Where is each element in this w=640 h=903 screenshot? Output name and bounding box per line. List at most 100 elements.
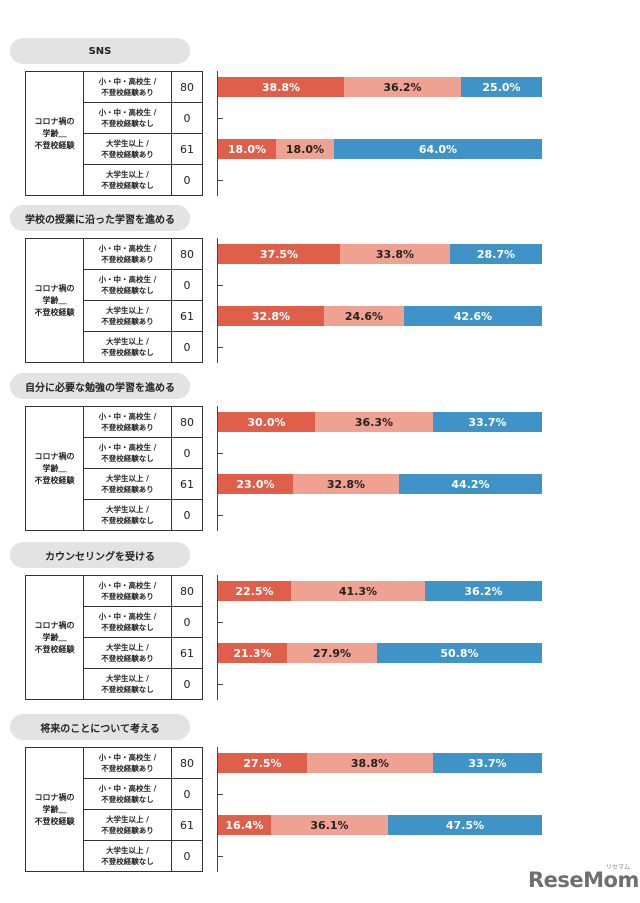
bar-segment: 38.8% <box>218 77 344 97</box>
row-count: 0 <box>172 668 203 700</box>
bar-segment: 64.0% <box>334 139 542 159</box>
row-count: 0 <box>172 102 203 134</box>
row-label: 大学生以上 / 不登校経験なし <box>84 668 172 700</box>
bar-segment: 41.3% <box>291 581 425 601</box>
row-label: 大学生以上 / 不登校経験あり <box>84 637 172 669</box>
bar-segment: 36.3% <box>315 412 433 432</box>
bar-segment: 36.2% <box>344 77 461 97</box>
empty-bar-tick <box>217 856 223 857</box>
bar-segment: 37.5% <box>218 244 340 264</box>
row-label: 小・中・高校生 / 不登校経験あり <box>84 747 172 779</box>
group-label: コロナ禍の 学齢＿ 不登校経験 <box>25 71 84 196</box>
row-label: 小・中・高校生 / 不登校経験なし <box>84 606 172 638</box>
row-count: 80 <box>172 406 203 438</box>
category-axis <box>217 406 218 531</box>
row-label: 小・中・高校生 / 不登校経験なし <box>84 437 172 469</box>
row-label: 小・中・高校生 / 不登校経験あり <box>84 406 172 438</box>
row-count: 0 <box>172 164 203 196</box>
bar-segment: 44.2% <box>399 474 542 494</box>
row-count: 61 <box>172 300 203 332</box>
bar-segment: 22.5% <box>218 581 291 601</box>
row-count: 0 <box>172 840 203 872</box>
chart-panel: SNS コロナ禍の 学齢＿ 不登校経験 小・中・高校生 / 不登校経験あり 80 38.… <box>0 38 640 208</box>
empty-bar-tick <box>217 347 223 348</box>
row-label: 大学生以上 / 不登校経験なし <box>84 499 172 531</box>
bar-segment: 27.5% <box>218 753 307 773</box>
bar-segment: 32.8% <box>293 474 399 494</box>
chart-panel: 学校の授業に沿った学習を進めるコロナ禍の 学齢＿ 不登校経験 小・中・高校生 / … <box>0 205 640 375</box>
bar-segment: 50.8% <box>377 643 542 663</box>
row-count: 0 <box>172 269 203 301</box>
group-label: コロナ禍の 学齢＿ 不登校経験 <box>25 747 84 872</box>
row-count: 61 <box>172 133 203 165</box>
bar-segment: 32.8% <box>218 306 324 326</box>
empty-bar-tick <box>217 622 223 623</box>
resemom-logo: ReseMom <box>528 868 639 892</box>
row-label: 大学生以上 / 不登校経験あり <box>84 809 172 841</box>
row-label: 大学生以上 / 不登校経験あり <box>84 300 172 332</box>
row-label: 大学生以上 / 不登校経験あり <box>84 133 172 165</box>
row-label: 小・中・高校生 / 不登校経験あり <box>84 575 172 607</box>
bar-segment: 42.6% <box>404 306 542 326</box>
bar-segment: 33.7% <box>433 753 542 773</box>
empty-bar-tick <box>217 794 223 795</box>
row-count: 61 <box>172 637 203 669</box>
row-label: 大学生以上 / 不登校経験なし <box>84 331 172 363</box>
category-axis <box>217 747 218 872</box>
resemom-logo-sub: リセマム <box>606 864 631 871</box>
bar-segment: 27.9% <box>287 643 377 663</box>
row-count: 80 <box>172 71 203 103</box>
row-count: 0 <box>172 437 203 469</box>
empty-bar-tick <box>217 453 223 454</box>
bar-segment: 16.4% <box>218 815 271 835</box>
empty-bar-tick <box>217 285 223 286</box>
chart-title: 将来のことについて考える <box>10 714 190 740</box>
row-count: 80 <box>172 747 203 779</box>
chart-panel: カウンセリングを受けるコロナ禍の 学齢＿ 不登校経験 小・中・高校生 / 不登校経… <box>0 542 640 712</box>
empty-bar-tick <box>217 515 223 516</box>
bar-segment: 28.7% <box>450 244 542 264</box>
chart-title: 学校の授業に沿った学習を進める <box>10 205 190 231</box>
bar-segment: 21.3% <box>218 643 287 663</box>
chart-panel: 将来のことについて考えるコロナ禍の 学齢＿ 不登校経験 小・中・高校生 / 不登校… <box>0 714 640 884</box>
row-label: 大学生以上 / 不登校経験なし <box>84 164 172 196</box>
row-label: 小・中・高校生 / 不登校経験なし <box>84 778 172 810</box>
bar-segment: 18.0% <box>276 139 334 159</box>
bar-segment: 36.1% <box>271 815 388 835</box>
chart-title: SNS <box>10 38 190 64</box>
bar-segment: 24.6% <box>324 306 404 326</box>
chart-panel: 自分に必要な勉強の学習を進めるコロナ禍の 学齢＿ 不登校経験 小・中・高校生 / … <box>0 373 640 543</box>
empty-bar-tick <box>217 684 223 685</box>
bar-segment: 47.5% <box>388 815 542 835</box>
row-count: 61 <box>172 809 203 841</box>
bar-segment: 18.0% <box>218 139 276 159</box>
row-label: 小・中・高校生 / 不登校経験あり <box>84 238 172 270</box>
group-label: コロナ禍の 学齢＿ 不登校経験 <box>25 238 84 363</box>
group-label: コロナ禍の 学齢＿ 不登校経験 <box>25 406 84 531</box>
bar-segment: 33.7% <box>433 412 542 432</box>
row-count: 0 <box>172 499 203 531</box>
bar-segment: 33.8% <box>340 244 450 264</box>
bar-segment: 36.2% <box>425 581 542 601</box>
bar-segment: 30.0% <box>218 412 315 432</box>
row-count: 80 <box>172 575 203 607</box>
empty-bar-tick <box>217 180 223 181</box>
chart-title: カウンセリングを受ける <box>10 542 190 568</box>
row-label: 大学生以上 / 不登校経験なし <box>84 840 172 872</box>
bar-segment: 23.0% <box>218 474 293 494</box>
row-label: 小・中・高校生 / 不登校経験あり <box>84 71 172 103</box>
chart-title: 自分に必要な勉強の学習を進める <box>10 373 190 399</box>
empty-bar-tick <box>217 118 223 119</box>
row-count: 0 <box>172 778 203 810</box>
category-axis <box>217 238 218 363</box>
bar-segment: 38.8% <box>307 753 433 773</box>
row-count: 80 <box>172 238 203 270</box>
category-axis <box>217 71 218 196</box>
row-label: 小・中・高校生 / 不登校経験なし <box>84 102 172 134</box>
row-count: 0 <box>172 606 203 638</box>
row-label: 小・中・高校生 / 不登校経験なし <box>84 269 172 301</box>
category-axis <box>217 575 218 700</box>
group-label: コロナ禍の 学齢＿ 不登校経験 <box>25 575 84 700</box>
row-label: 大学生以上 / 不登校経験あり <box>84 468 172 500</box>
